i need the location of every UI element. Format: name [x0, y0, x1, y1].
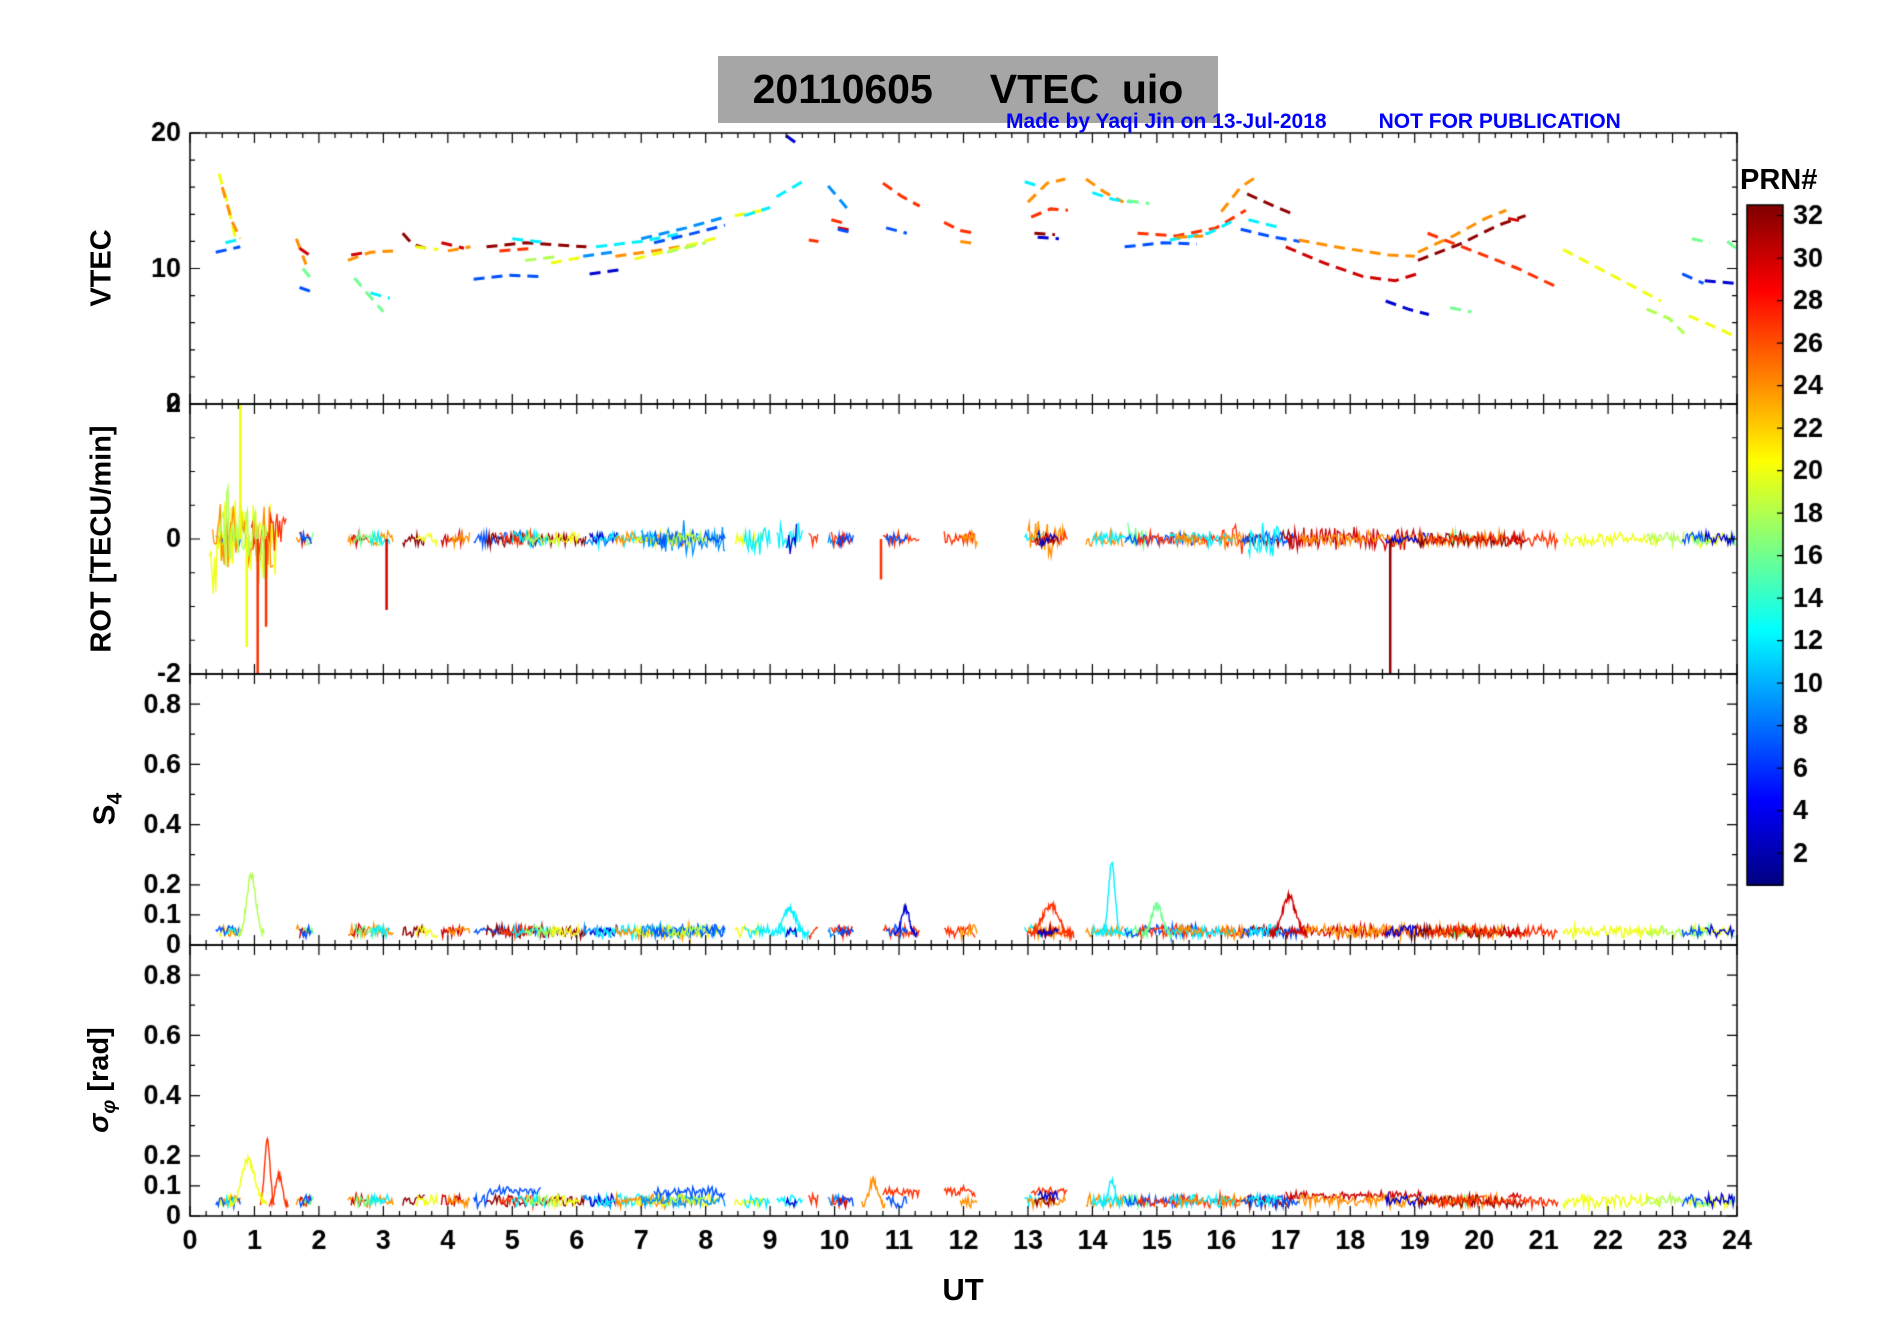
credit-warning: NOT FOR PUBLICATION	[1378, 110, 1621, 133]
x-axis-label: UT	[942, 1272, 984, 1307]
credit-line: Made by Yaqi Jin on 13-Jul-2018 NOT FOR …	[1006, 110, 1621, 134]
colorbar-label: PRN#	[1740, 164, 1818, 196]
figure-title: 20110605 VTEC uio	[718, 56, 1218, 123]
sigma-phi-axis-label: σφ [rad]	[83, 1027, 120, 1133]
s4-axis-label: S4	[86, 792, 127, 826]
credit-author: Made by Yaqi Jin on 13-Jul-2018	[1006, 110, 1327, 133]
vtec-axis-label: VTEC	[85, 229, 118, 307]
rot-axis-label: ROT [TECU/min]	[85, 425, 118, 653]
